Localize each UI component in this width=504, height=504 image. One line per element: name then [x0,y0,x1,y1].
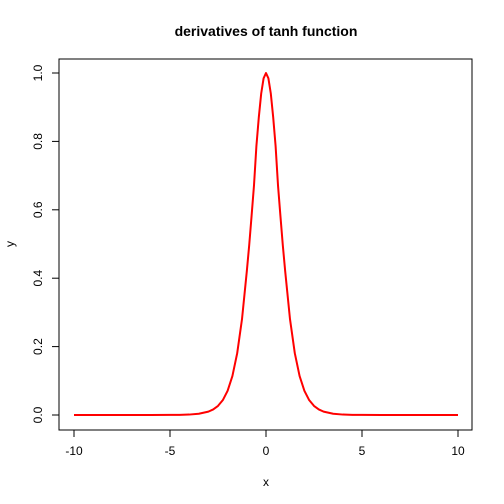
series-line-0 [74,72,458,416]
x-tick-label: -10 [65,444,83,458]
y-axis: 0.0 0.2 0.4 0.6 0.8 1.0 [31,64,60,423]
y-axis-label: y [3,241,17,247]
series-layer [74,72,458,416]
x-tick-label: -5 [165,444,176,458]
x-tick-label: 10 [451,444,465,458]
x-axis: -10 -5 0 5 10 [65,429,465,458]
y-tick-label: 0.6 [31,201,45,218]
y-tick-label: 0.4 [31,270,45,287]
y-tick-label: 0.0 [31,406,45,423]
x-tick-label: 5 [359,444,366,458]
chart-title: derivatives of tanh function [175,23,358,39]
y-tick-label: 0.8 [31,133,45,150]
plot-box [58,58,473,431]
y-tick-label: 1.0 [31,64,45,81]
y-tick-label: 0.2 [31,338,45,355]
x-tick-label: 0 [263,444,270,458]
x-axis-label: x [263,475,269,489]
